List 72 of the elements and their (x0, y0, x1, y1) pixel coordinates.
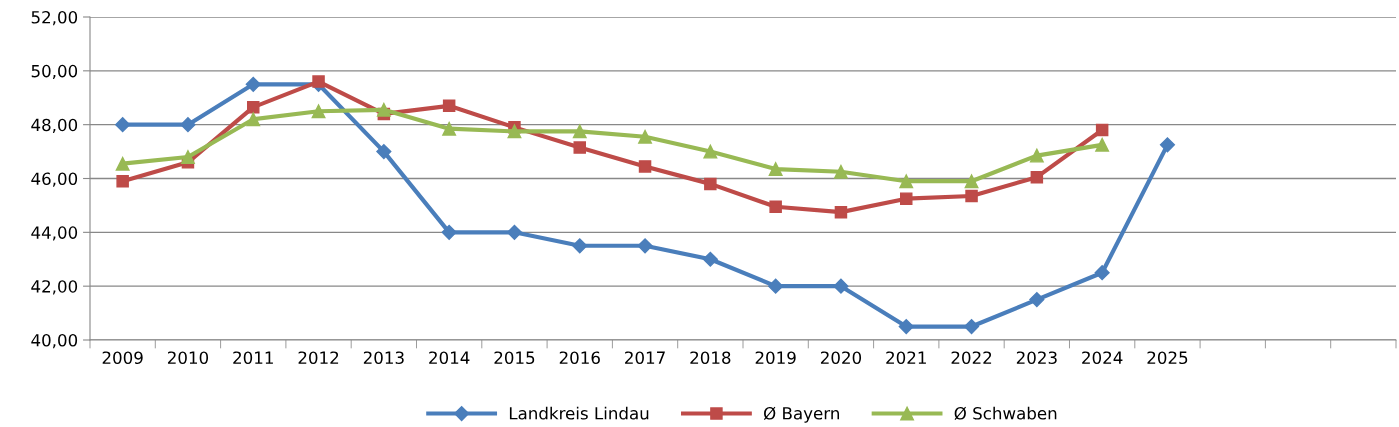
point (573, 141, 587, 154)
point (638, 160, 652, 173)
point (899, 192, 913, 205)
point (963, 318, 980, 335)
x-tick-label: 2011 (233, 351, 273, 365)
point (507, 124, 522, 139)
point (899, 174, 914, 189)
x-tick-label: 2023 (1016, 351, 1057, 365)
point (506, 224, 523, 240)
y-tick-label: 48,00 (31, 118, 78, 133)
point (246, 112, 261, 127)
point (376, 102, 391, 117)
point (311, 104, 326, 119)
x-tick-label: 2019 (755, 351, 796, 365)
x-tick-label: 2017 (625, 351, 665, 365)
point (115, 117, 131, 133)
point (768, 278, 784, 294)
y-tick-label: 44,00 (31, 226, 78, 241)
point (1029, 292, 1045, 308)
point (964, 174, 979, 189)
point (1029, 148, 1044, 163)
point (442, 99, 456, 113)
point (1030, 170, 1044, 184)
point (1095, 137, 1110, 152)
point (768, 162, 783, 177)
x-tick-label: 2009 (102, 351, 143, 365)
legend-label: Landkreis Lindau (509, 406, 649, 420)
x-tick-label: 2016 (559, 351, 600, 365)
x-tick-label: 2022 (951, 351, 992, 365)
y-tick-label: 40,00 (31, 333, 78, 349)
point (1159, 137, 1176, 153)
x-tick-label: 2012 (298, 351, 339, 365)
point (965, 189, 978, 203)
x-tick-label: 2014 (429, 351, 470, 365)
x-tick-label: 2018 (690, 351, 731, 365)
legend-label: Ø Bayern (763, 406, 839, 423)
point (702, 251, 718, 267)
point (246, 100, 260, 114)
point (898, 318, 914, 335)
y-tick-label: 52,00 (31, 10, 78, 26)
point (572, 124, 587, 139)
x-tick-label: 2020 (820, 351, 862, 365)
point (441, 224, 457, 240)
point (769, 200, 782, 214)
x-tick-label: 2025 (1147, 351, 1188, 365)
point (180, 117, 196, 133)
point (312, 75, 325, 88)
x-tick-label: 2013 (363, 351, 404, 365)
point (116, 174, 129, 188)
x-tick-label: 2021 (886, 351, 926, 365)
point (442, 121, 457, 136)
legend-label: Ø Schwaben (954, 406, 1057, 420)
point (245, 76, 261, 92)
y-tick-label: 50,00 (31, 64, 78, 80)
point (638, 129, 652, 144)
y-tick-label: 46,00 (31, 172, 78, 187)
point (572, 238, 588, 254)
point (376, 144, 392, 160)
point (834, 205, 848, 219)
point (1095, 123, 1109, 137)
x-tick-label: 2024 (1082, 351, 1123, 365)
point (115, 156, 130, 171)
x-tick-label: 2015 (494, 351, 535, 365)
point (704, 177, 717, 191)
point (703, 144, 718, 159)
point (181, 150, 195, 164)
point (834, 164, 848, 179)
point (1094, 265, 1110, 281)
point (833, 278, 849, 294)
point (637, 238, 653, 254)
x-tick-label: 2010 (167, 351, 209, 365)
y-tick-label: 42,00 (31, 280, 78, 295)
